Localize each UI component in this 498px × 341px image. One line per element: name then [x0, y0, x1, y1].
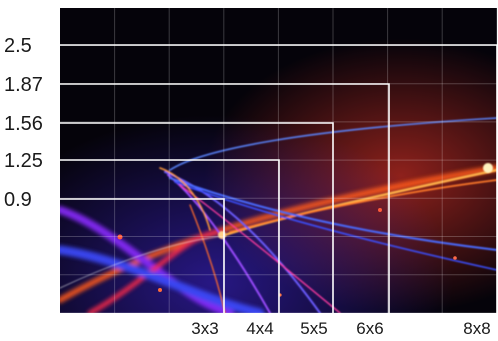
x-tick-label: 6x6: [356, 319, 383, 338]
x-tick-label: 4x4: [246, 319, 273, 338]
frames: [60, 44, 497, 313]
frame-6x6: [60, 83, 390, 313]
y-tick-label: 2.5: [4, 35, 32, 57]
x-tick-label: 3x3: [191, 319, 218, 338]
y-tick-label: 1.56: [4, 113, 43, 135]
y-tick-labels: 2.5 1.87 1.56 1.25 0.9: [4, 35, 43, 211]
x-tick-label: 5x5: [300, 319, 327, 338]
background-image: [60, 8, 497, 313]
y-tick-label: 1.25: [4, 150, 43, 172]
y-tick-label: 1.87: [4, 74, 43, 96]
light-streaks: [60, 117, 497, 313]
frame-3x3: [60, 198, 225, 313]
frame-5x5: [60, 122, 334, 313]
frame-4x4: [60, 159, 280, 313]
y-tick-label: 0.9: [4, 189, 32, 211]
x-tick-labels: 3x3 4x4 5x5 6x6 8x8: [191, 319, 490, 338]
frame-8x8: [60, 44, 497, 313]
x-tick-label: 8x8: [463, 319, 490, 338]
